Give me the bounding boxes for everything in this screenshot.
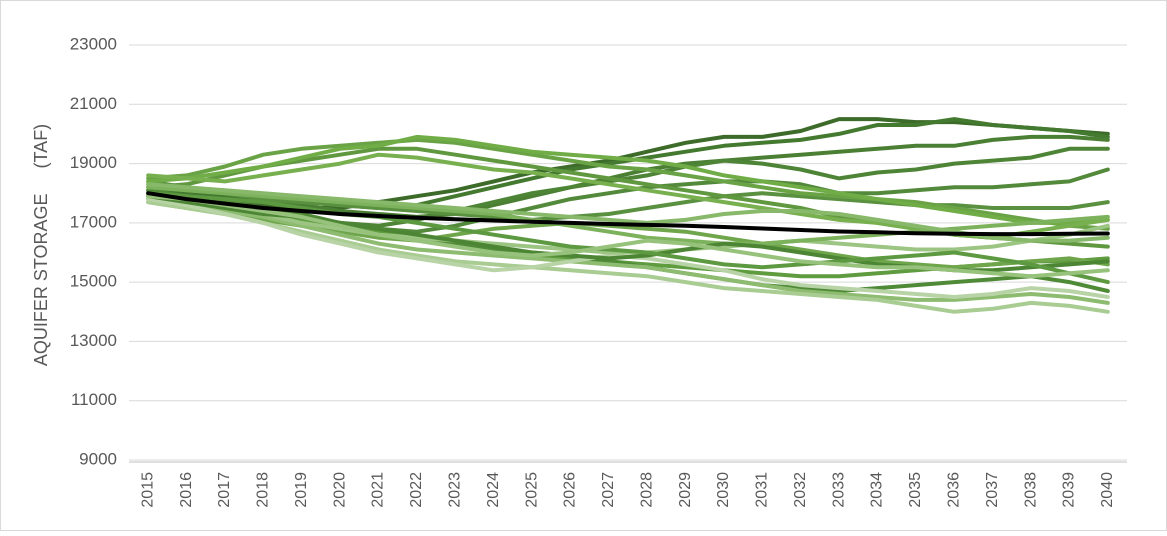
- x-tick-label: 2025: [523, 472, 540, 508]
- series-line: [146, 194, 1110, 279]
- y-tick-label: 17000: [70, 212, 117, 231]
- x-tick-label: 2039: [1061, 472, 1078, 508]
- y-tick-label: 23000: [70, 34, 117, 53]
- x-tick-label: 2018: [255, 472, 272, 508]
- x-tick-label: 2016: [178, 472, 195, 508]
- x-tick-label: 2035: [907, 472, 924, 508]
- x-tick-label: 2028: [638, 472, 655, 508]
- y-tick-label: 11000: [71, 390, 117, 409]
- series-line: [146, 134, 1110, 219]
- x-tick-label: 2017: [216, 472, 233, 508]
- x-tick-label: 2023: [446, 472, 463, 508]
- series-line: [146, 200, 1110, 314]
- series-line: [146, 182, 1110, 243]
- x-tick-label: 2015: [139, 472, 156, 508]
- x-tick-label: 2019: [293, 472, 310, 508]
- x-tick-label: 2026: [562, 472, 579, 508]
- y-tick-label: 21000: [70, 94, 117, 113]
- series-line: [146, 191, 1110, 285]
- x-tick-label: 2022: [408, 472, 425, 508]
- x-tick-label: 2038: [1022, 472, 1039, 508]
- x-tick-label: 2030: [715, 472, 732, 508]
- x-tick-label: 2029: [677, 472, 694, 508]
- series-line: [146, 134, 1110, 225]
- x-tick-label: 2024: [485, 472, 502, 508]
- x-tick-label: 2031: [754, 472, 771, 508]
- x-tick-label: 2027: [600, 472, 617, 508]
- x-tick-label: 2040: [1099, 472, 1116, 508]
- x-tick-label: 2032: [792, 472, 809, 508]
- series-line: [146, 191, 1110, 237]
- x-tick-label: 2036: [945, 472, 962, 508]
- x-tick-label: 2021: [370, 472, 387, 508]
- series-line: [146, 197, 1110, 305]
- x-tick-label: 2033: [830, 472, 847, 508]
- x-tick-label: 2020: [331, 472, 348, 508]
- y-tick-label: 13000: [70, 331, 117, 350]
- y-axis-label: AQUIFER STORAGE (TAF): [31, 124, 51, 366]
- y-tick-label: 19000: [70, 153, 117, 172]
- x-tick-label: 2034: [869, 472, 886, 508]
- y-tick-label: 15000: [70, 272, 117, 291]
- series-line: [146, 137, 1110, 231]
- y-tick-label: 9000: [79, 449, 117, 468]
- x-tick-label: 2037: [984, 472, 1001, 508]
